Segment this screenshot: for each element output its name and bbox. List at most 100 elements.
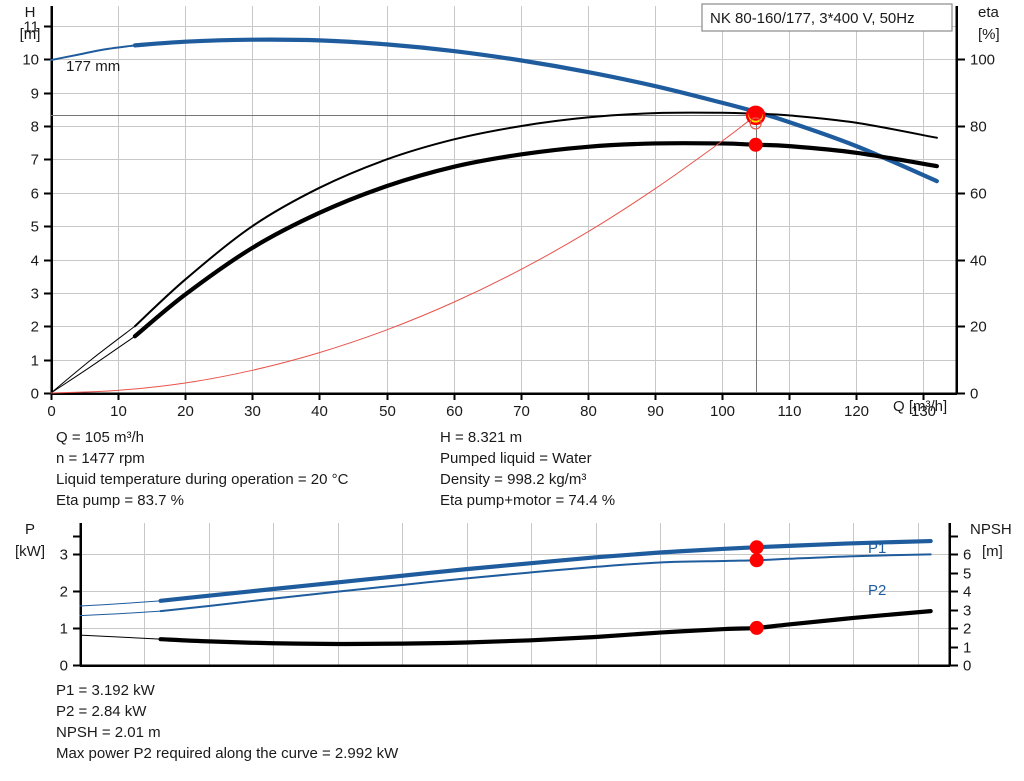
power-data-line-3: Max power P2 required along the curve = … — [56, 745, 399, 762]
y-tick-label-left: 6 — [31, 186, 39, 203]
y-tick-label-left: 3 — [31, 286, 39, 303]
lower-y-right-axis-label-line1: NPSH — [970, 521, 1012, 538]
upper-y-left-axis-label-line1: H — [25, 4, 36, 21]
p1-op-point[interactable] — [749, 540, 764, 555]
x-tick-label: 10 — [110, 403, 127, 420]
y-tick-label-right: 1 — [963, 640, 971, 657]
y-tick-label-left: 2 — [31, 319, 39, 336]
lower-axes — [73, 523, 958, 667]
y-tick-label-left: 9 — [31, 86, 39, 103]
y-tick-label-right: 6 — [963, 547, 971, 564]
y-tick-label-right: 100 — [970, 52, 995, 69]
x-tick-label: 20 — [177, 403, 194, 420]
curve-npsh-extrapolated — [79, 634, 162, 640]
x-tick-label: 0 — [47, 403, 55, 420]
y-tick-label-left: 5 — [31, 219, 39, 236]
p1-series-label: P1 — [868, 540, 886, 557]
x-tick-label: 70 — [513, 403, 530, 420]
power-data-line-0: P1 = 3.192 kW — [56, 682, 155, 699]
operating-data-line-3: Eta pump = 83.7 % — [56, 492, 184, 509]
y-tick-label-left: 7 — [31, 152, 39, 169]
curve-p1-extrapolated — [79, 600, 162, 607]
curve-head-177-mm-extrapolated — [50, 44, 136, 62]
operating-data-line-0: H = 8.321 m — [440, 429, 523, 446]
y-tick-label-left: 1 — [60, 621, 68, 638]
upper-x-axis-label: Q [m³/h] — [893, 398, 947, 415]
y-tick-label-right: 0 — [963, 658, 971, 675]
y-tick-label-left: 0 — [31, 386, 39, 403]
curve-p2 — [159, 553, 932, 613]
operating-data-left-column: Q = 105 m³/h n = 1477 rpm Liquid temperatu… — [56, 427, 348, 511]
y-tick-label-left: 10 — [22, 52, 39, 69]
x-tick-label: 30 — [244, 403, 261, 420]
y-tick-label-left: 2 — [60, 584, 68, 601]
lower-y-left-axis-label-line2: [kW] — [15, 543, 45, 560]
operating-data-line-0: Q = 105 m³/h — [56, 429, 144, 446]
curve-p1 — [158, 538, 933, 603]
x-tick-label: 40 — [311, 403, 328, 420]
npsh-op-point[interactable] — [749, 620, 764, 635]
y-tick-label-left: 1 — [31, 353, 39, 370]
x-tick-label: 130 — [911, 403, 936, 420]
upper-operating-points[interactable] — [745, 105, 766, 152]
impeller-size-label: 177 mm — [66, 58, 120, 75]
lower-y-right-axis-label-line2: [m] — [982, 543, 1003, 560]
eta-pump-op-point[interactable] — [748, 106, 763, 121]
y-tick-label-left: 3 — [60, 547, 68, 564]
x-tick-label: 80 — [580, 403, 597, 420]
x-tick-label: 60 — [446, 403, 463, 420]
power-data-line-2: NPSH = 2.01 m — [56, 724, 161, 741]
x-tick-label: 110 — [778, 403, 802, 420]
curve-system-curve — [50, 114, 757, 394]
operating-data-line-1: n = 1477 rpm — [56, 450, 145, 467]
power-data-lines: P1 = 3.192 kW P2 = 2.84 kW NPSH = 2.01 m Ma… — [56, 680, 856, 764]
operating-data-line-2: Density = 998.2 kg/m³ — [440, 471, 587, 488]
curve-eta-pump-motor-extrapolated — [50, 335, 136, 394]
lower-curves — [79, 538, 933, 647]
curve-npsh — [158, 609, 933, 647]
y-tick-label-left: 8 — [31, 119, 39, 136]
y-tick-label-right: 80 — [970, 119, 987, 136]
x-tick-label: 90 — [647, 403, 664, 420]
curve-eta-pump-extrapolated — [50, 325, 136, 394]
upper-y-right-axis-label-line1: eta — [978, 4, 1000, 21]
operating-data-line-2: Liquid temperature during operation = 20… — [56, 471, 349, 488]
curve-head-177-mm — [132, 37, 939, 184]
power-data-line-1: P2 = 2.84 kW — [56, 703, 147, 720]
y-tick-label-right: 0 — [970, 386, 978, 403]
y-tick-label-left: 4 — [31, 253, 39, 270]
system-curve-intersection-marker — [749, 117, 762, 130]
y-tick-label-right: 2 — [963, 621, 971, 638]
curve-eta-pump — [133, 111, 938, 328]
x-tick-label: 50 — [379, 403, 396, 420]
power-data-block: P1 = 3.192 kW P2 = 2.84 kW NPSH = 2.01 m Ma… — [56, 680, 856, 764]
lower-y-left-axis-label-line1: P — [25, 521, 35, 538]
y-tick-label-right: 4 — [963, 584, 971, 601]
y-tick-label-left: 0 — [60, 658, 68, 675]
y-tick-label-right: 20 — [970, 319, 987, 336]
chart-title-text: NK 80-160/177, 3*400 V, 50Hz — [710, 10, 915, 27]
eta-pump-motor-op-point[interactable] — [748, 137, 763, 152]
upper-curves — [50, 37, 939, 394]
x-tick-label: 120 — [844, 403, 869, 420]
operating-data-block: Q = 105 m³/h n = 1477 rpm Liquid temperatu… — [0, 427, 1024, 517]
y-tick-label-right: 5 — [963, 566, 971, 583]
upper-axes — [44, 6, 965, 400]
lower-operating-points[interactable] — [749, 540, 764, 635]
upper-y-right-axis-label-line2: [%] — [978, 26, 1000, 43]
y-tick-label-left: 11 — [23, 19, 39, 36]
operating-data-line-3: Eta pump+motor = 74.4 % — [440, 492, 616, 509]
upper-gridlines — [51, 6, 957, 393]
curve-p2-extrapolated — [79, 610, 162, 617]
y-tick-label-right: 40 — [970, 253, 987, 270]
p2-op-point[interactable] — [749, 553, 764, 568]
y-tick-label-right: 60 — [970, 186, 987, 203]
upper-y-left-axis-label-line2: [m] — [20, 26, 41, 43]
x-tick-label: 100 — [710, 403, 735, 420]
